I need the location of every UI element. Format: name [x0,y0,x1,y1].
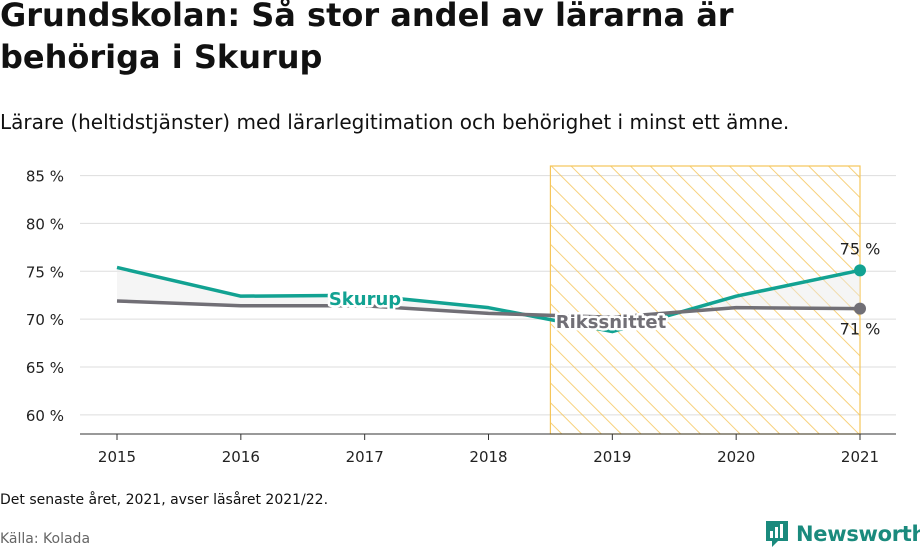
x-tick-label: 2019 [593,448,631,466]
chart-logo-icon [766,521,788,547]
y-tick-label: 60 % [26,407,64,425]
highlight-region [549,165,861,435]
footnote: Det senaste året, 2021, avser läsåret 20… [0,492,329,508]
line-chart: 85 % 80 % 75 % 70 % 65 % 60 % 2015 2016 2017 201… [26,165,896,466]
x-tick-label: 2020 [717,448,755,466]
x-tick-label: 2018 [469,448,507,466]
x-tick-label: 2016 [222,448,260,466]
series-label-skurup: Skurup [329,289,401,310]
end-label-rikssnittet: 71 % [840,320,881,339]
y-tick-label: 65 % [26,359,64,377]
difference-area [117,267,860,332]
brand-name: Newsworthy [796,522,920,546]
chart-subtitle: Lärare (heltidstjänster) med lärarlegiti… [0,110,790,134]
series-line-rikssnittet [116,299,861,319]
series-line-skurup [116,265,861,334]
y-tick-label: 75 % [26,263,64,281]
chart-title: Grundskolan: Så stor andel av lärarna är… [0,0,734,76]
brand-logo: Newsworthy [764,518,920,550]
y-tick-label: 80 % [26,215,64,233]
source-note: Källa: Kolada [0,531,91,547]
x-tick-label: 2017 [346,448,384,466]
x-tick-label: 2015 [98,448,136,466]
y-tick-label: 70 % [26,311,64,329]
series-label-rikssnittet: Rikssnittet [556,312,667,333]
series-endpoint-rikssnittet [854,302,866,315]
end-label-skurup: 75 % [840,239,881,258]
series-endpoint-skurup [854,264,866,277]
y-tick-label: 85 % [26,168,64,186]
x-tick-label: 2021 [841,448,879,466]
